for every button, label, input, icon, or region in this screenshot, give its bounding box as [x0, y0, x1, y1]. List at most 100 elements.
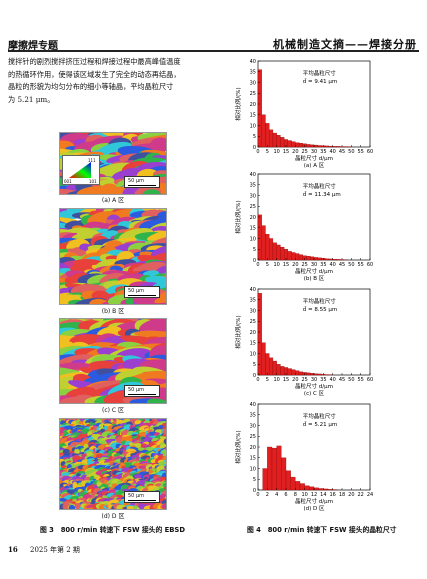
y-tick-label: 25	[250, 91, 256, 97]
y-tick-label: 0	[253, 258, 256, 264]
histogram-bar	[265, 123, 270, 148]
histogram-bar	[309, 486, 315, 491]
x-axis-label: 晶粒尺寸 d/μm	[295, 154, 333, 162]
x-tick-label: 4	[275, 492, 278, 498]
y-tick-label: 5	[253, 362, 256, 368]
journal-title: 机械制造文摘——焊接分册	[273, 38, 417, 51]
x-tick-label: 15	[283, 149, 289, 155]
y-tick-label: 10	[250, 236, 256, 242]
annotation-title: 平均晶粒尺寸	[303, 69, 337, 77]
x-tick-label: 6	[284, 492, 287, 498]
x-tick-label: 60	[367, 262, 373, 268]
y-tick-label: 20	[250, 445, 256, 451]
histogram-bar	[295, 142, 300, 148]
y-tick-label: 15	[250, 341, 256, 347]
page-number: 16	[8, 545, 18, 554]
histogram-bar	[310, 373, 315, 376]
histogram-bar	[325, 258, 330, 261]
paragraph-line: 的热循环作用，使得该区域发生了完全的动态再结晶，	[8, 69, 181, 79]
histogram-bar	[332, 258, 337, 261]
x-tick-label: 15	[283, 377, 289, 383]
figure-3-caption: 图 3 800 r/min 转速下 FSW 接头的 EBSD	[40, 526, 185, 534]
histogram-bar	[313, 144, 318, 148]
y-tick-label: 0	[253, 488, 256, 494]
x-tick-label: 20	[292, 377, 298, 383]
histogram-bar	[318, 488, 324, 491]
x-tick-label: 35	[320, 262, 326, 268]
histogram-bar	[336, 146, 341, 148]
y-tick-label: 40	[250, 287, 256, 293]
annotation-value: d̄ = 8.55 μm	[303, 306, 337, 313]
histogram-bar	[290, 476, 296, 491]
y-tick-label: 15	[250, 226, 256, 232]
x-tick-label: 25	[301, 149, 307, 155]
y-tick-label: 30	[250, 193, 256, 199]
histogram-bar	[323, 488, 329, 491]
legend-label-001: 001	[64, 179, 72, 184]
header-rule	[8, 50, 419, 52]
histogram-bar	[271, 447, 277, 491]
x-tick-label: 50	[348, 377, 354, 383]
y-tick-label: 10	[250, 351, 256, 357]
histogram-bar	[295, 253, 300, 261]
annotation-value: d̄ = 11.34 μm	[303, 191, 341, 198]
histogram-bar	[298, 142, 303, 148]
histogram-bar	[269, 357, 274, 376]
histogram-bar	[310, 256, 315, 261]
histogram-bar	[313, 487, 319, 491]
histogram-bar	[317, 373, 322, 376]
ebsd-map-c: 50 μm	[59, 318, 167, 404]
ipf-legend: 111 001 101	[62, 155, 100, 185]
histogram-bar	[287, 251, 292, 261]
histogram-bar	[313, 373, 318, 376]
histogram-bar	[317, 145, 322, 148]
y-tick-label: 25	[250, 434, 256, 440]
annotation-title: 平均晶粒尺寸	[303, 412, 337, 420]
figure-4-caption: 图 4 800 r/min 转速下 FSW 接头的晶粒尺寸	[247, 526, 397, 534]
histogram-bar	[285, 470, 291, 491]
x-tick-label: 5	[266, 377, 269, 383]
histogram-bar	[291, 252, 296, 261]
histogram-bar	[306, 255, 311, 261]
histogram-bar	[257, 293, 262, 376]
chart-caption: (d) D 区	[303, 505, 325, 512]
x-tick-label: 35	[320, 149, 326, 155]
x-tick-label: 10	[273, 377, 279, 383]
x-tick-label: 5	[266, 149, 269, 155]
histogram-bar	[328, 258, 333, 261]
histogram-bar	[327, 489, 333, 491]
histogram-bar	[304, 485, 310, 491]
histogram-bar	[328, 145, 333, 148]
x-tick-label: 20	[292, 149, 298, 155]
histogram-bar	[332, 146, 337, 148]
y-tick-label: 40	[250, 402, 256, 408]
y-tick-label: 20	[250, 215, 256, 221]
x-axis-label: 晶粒尺寸 d/μm	[295, 382, 333, 390]
histogram-bar	[281, 457, 287, 491]
scale-label: 50 μm	[128, 492, 145, 499]
histogram-bar	[291, 369, 296, 376]
y-tick-label: 15	[250, 113, 256, 119]
x-tick-label: 40	[329, 262, 335, 268]
histogram-bar	[280, 137, 285, 148]
body-paragraph: 搅拌针的剧烈搅拌挤压过程和焊接过程中最高峰值温度 的热循环作用，使得该区域发生了…	[8, 56, 223, 106]
chart-caption: (b) B 区	[304, 275, 325, 282]
x-tick-label: 30	[311, 149, 317, 155]
x-tick-label: 10	[273, 262, 279, 268]
y-tick-label: 15	[250, 456, 256, 462]
x-tick-label: 25	[301, 262, 307, 268]
y-tick-label: 30	[250, 423, 256, 429]
histogram-bar	[298, 254, 303, 261]
y-axis-label: 相对比例/(%)	[234, 315, 242, 348]
histogram-bar	[276, 135, 281, 148]
paragraph-line: 搅拌针的剧烈搅拌挤压过程和焊接过程中最高峰值温度	[8, 57, 181, 66]
x-tick-label: 50	[348, 262, 354, 268]
y-tick-label: 40	[250, 59, 256, 65]
y-tick-label: 30	[250, 308, 256, 314]
annotation-title: 平均晶粒尺寸	[303, 182, 337, 190]
histogram-bar	[280, 246, 285, 261]
y-tick-label: 5	[253, 477, 256, 483]
x-tick-label: 25	[301, 377, 307, 383]
